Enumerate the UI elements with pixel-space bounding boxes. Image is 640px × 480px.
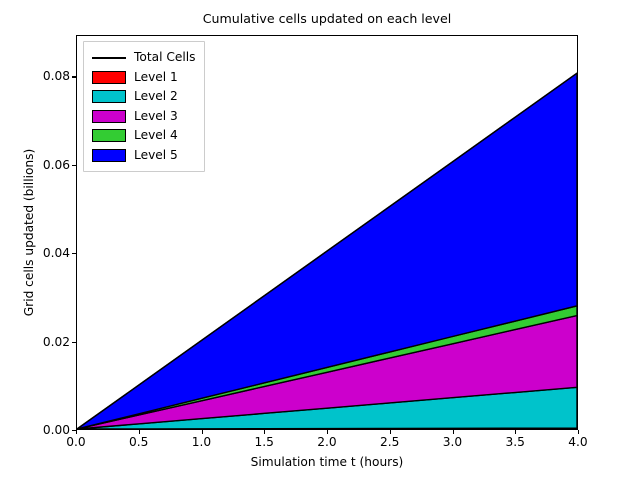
x-tick-mark xyxy=(578,430,580,434)
x-tick-mark xyxy=(138,430,140,434)
legend-swatch-icon xyxy=(92,70,126,84)
x-tick-label: 1.0 xyxy=(191,435,212,449)
y-tick-mark xyxy=(72,253,76,255)
x-tick-label: 2.0 xyxy=(317,435,337,449)
legend-label: Level 4 xyxy=(134,128,178,143)
x-axis-label: Simulation time t (hours) xyxy=(250,455,404,469)
legend-swatch-icon xyxy=(92,109,126,123)
legend-item-level-2[interactable]: Level 2 xyxy=(92,87,195,107)
y-tick-label: 0.08 xyxy=(42,69,70,84)
total-cells-line xyxy=(77,73,577,429)
y-tick-mark xyxy=(72,164,76,166)
stacked-area-plot xyxy=(77,36,577,429)
chart-legend[interactable]: Total Cells Level 1 Level 2 Level 3 Level 4 L… xyxy=(83,41,206,172)
legend-item-level-1[interactable]: Level 1 xyxy=(92,68,195,88)
plot-area xyxy=(76,35,578,430)
x-tick-mark xyxy=(201,430,203,434)
legend-swatch-icon xyxy=(92,148,126,162)
x-tick-mark xyxy=(515,430,517,434)
x-tick-label: 1.5 xyxy=(254,435,274,449)
legend-swatch-icon xyxy=(92,51,126,64)
x-tick-label: 0.0 xyxy=(66,435,86,449)
x-tick-mark xyxy=(76,430,78,434)
legend-label: Level 5 xyxy=(134,147,178,162)
y-tick-label: 0.02 xyxy=(42,334,70,349)
chart-title: Cumulative cells updated on each level xyxy=(202,11,452,26)
x-tick-mark xyxy=(452,430,454,434)
legend-label: Level 1 xyxy=(134,69,178,84)
x-tick-label: 2.5 xyxy=(380,435,400,449)
legend-item-level-3[interactable]: Level 3 xyxy=(92,107,195,127)
y-tick-mark xyxy=(72,76,76,78)
legend-label: Level 3 xyxy=(134,108,178,123)
x-tick-label: 3.0 xyxy=(442,435,463,449)
x-tick-label: 4.0 xyxy=(568,435,588,449)
x-tick-label: 3.5 xyxy=(505,435,525,449)
y-axis-label: Grid cells updated (billions) xyxy=(22,148,36,317)
y-tick-label: 0.06 xyxy=(42,157,70,172)
legend-item-level-4[interactable]: Level 4 xyxy=(92,126,195,146)
y-tick-label: 0.04 xyxy=(42,246,70,261)
y-tick-label: 0.00 xyxy=(42,423,70,437)
y-tick-mark xyxy=(72,341,76,343)
legend-swatch-icon xyxy=(92,129,126,143)
legend-label: Total Cells xyxy=(134,50,196,65)
legend-swatch-icon xyxy=(92,90,126,104)
legend-item-level-5[interactable]: Level 5 xyxy=(92,146,195,166)
x-tick-mark xyxy=(327,430,329,434)
x-tick-label: 0.5 xyxy=(129,435,149,449)
y-tick-mark xyxy=(72,430,76,432)
legend-label: Level 2 xyxy=(134,89,178,104)
legend-item-total-cells[interactable]: Total Cells xyxy=(92,48,195,68)
x-tick-mark xyxy=(264,430,266,434)
x-tick-mark xyxy=(389,430,391,434)
